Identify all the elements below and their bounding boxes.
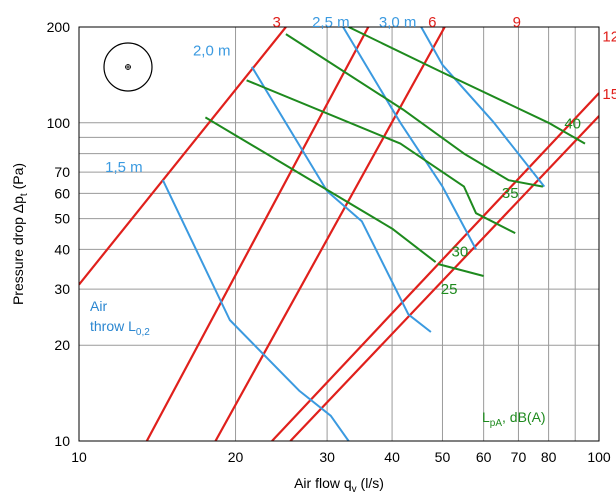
x-tick-label: 70 <box>511 449 527 465</box>
red-line-15 <box>289 115 599 441</box>
x-tick-label: 80 <box>541 449 557 465</box>
plot-frame <box>78 26 600 442</box>
red-line-12 <box>271 92 599 441</box>
blue-line-2-5-m <box>342 27 477 250</box>
green-series-label: 25 <box>441 281 458 298</box>
green-line-30 <box>204 116 437 263</box>
green-line-45 <box>348 27 586 145</box>
blue-series-label: 2,0 m <box>193 42 231 59</box>
red-line-3 <box>79 27 287 286</box>
air-throw-title: Air <box>90 298 107 314</box>
y-tick-label: 60 <box>54 185 70 201</box>
blue-line-3-0-m <box>420 27 546 188</box>
y-tick-label: 70 <box>54 164 70 180</box>
x-tick-label: 40 <box>384 449 400 465</box>
green-line-40 <box>285 33 544 188</box>
y-tick-label: 100 <box>47 115 71 131</box>
air-throw-title-line2: throw L0,2 <box>90 318 150 338</box>
red-series-label: 6 <box>428 14 436 31</box>
x-tick-label: 100 <box>587 449 611 465</box>
red-series-label: 9 <box>513 14 521 31</box>
red-line-6 <box>145 27 370 441</box>
blue-line-1-5-m <box>161 179 350 441</box>
blue-series-label: 3,0 m <box>379 14 417 31</box>
x-tick-label: 20 <box>228 449 244 465</box>
series-group <box>79 27 599 441</box>
y-tick-label: 10 <box>54 433 70 449</box>
red-series-label: 12 <box>602 29 616 46</box>
y-tick-label: 40 <box>54 241 70 257</box>
green-series-label: 35 <box>502 185 519 202</box>
y-axis-title: Pressure drop Δpt (Pa) <box>10 163 30 305</box>
green-line-35 <box>246 79 516 234</box>
red-line-9 <box>214 27 446 441</box>
x-tick-label: 60 <box>476 449 492 465</box>
blue-series-label: 2,5 m <box>312 14 350 31</box>
x-axis-title: Air flow qv (l/s) <box>294 475 384 495</box>
y-tick-label: 20 <box>54 337 70 353</box>
blue-line-2-0-m <box>251 66 432 333</box>
y-tick-label: 30 <box>54 281 70 297</box>
red-series-label: 15 <box>602 86 616 103</box>
y-axis-title-group: Pressure drop Δpt (Pa) <box>10 163 30 305</box>
green-series-label: 40 <box>564 115 581 132</box>
x-tick-label: 30 <box>319 449 335 465</box>
y-tick-label: 200 <box>47 19 71 35</box>
sound-level-title: LpA, dB(A) <box>482 409 546 429</box>
y-tick-label: 50 <box>54 211 70 227</box>
blue-series-label: 1,5 m <box>105 159 143 176</box>
red-series-label: 3 <box>273 14 281 31</box>
plot-background <box>79 27 599 441</box>
green-line-25 <box>437 263 484 277</box>
x-tick-label: 10 <box>71 449 87 465</box>
green-series-label: 30 <box>452 244 469 261</box>
x-tick-label: 50 <box>435 449 451 465</box>
